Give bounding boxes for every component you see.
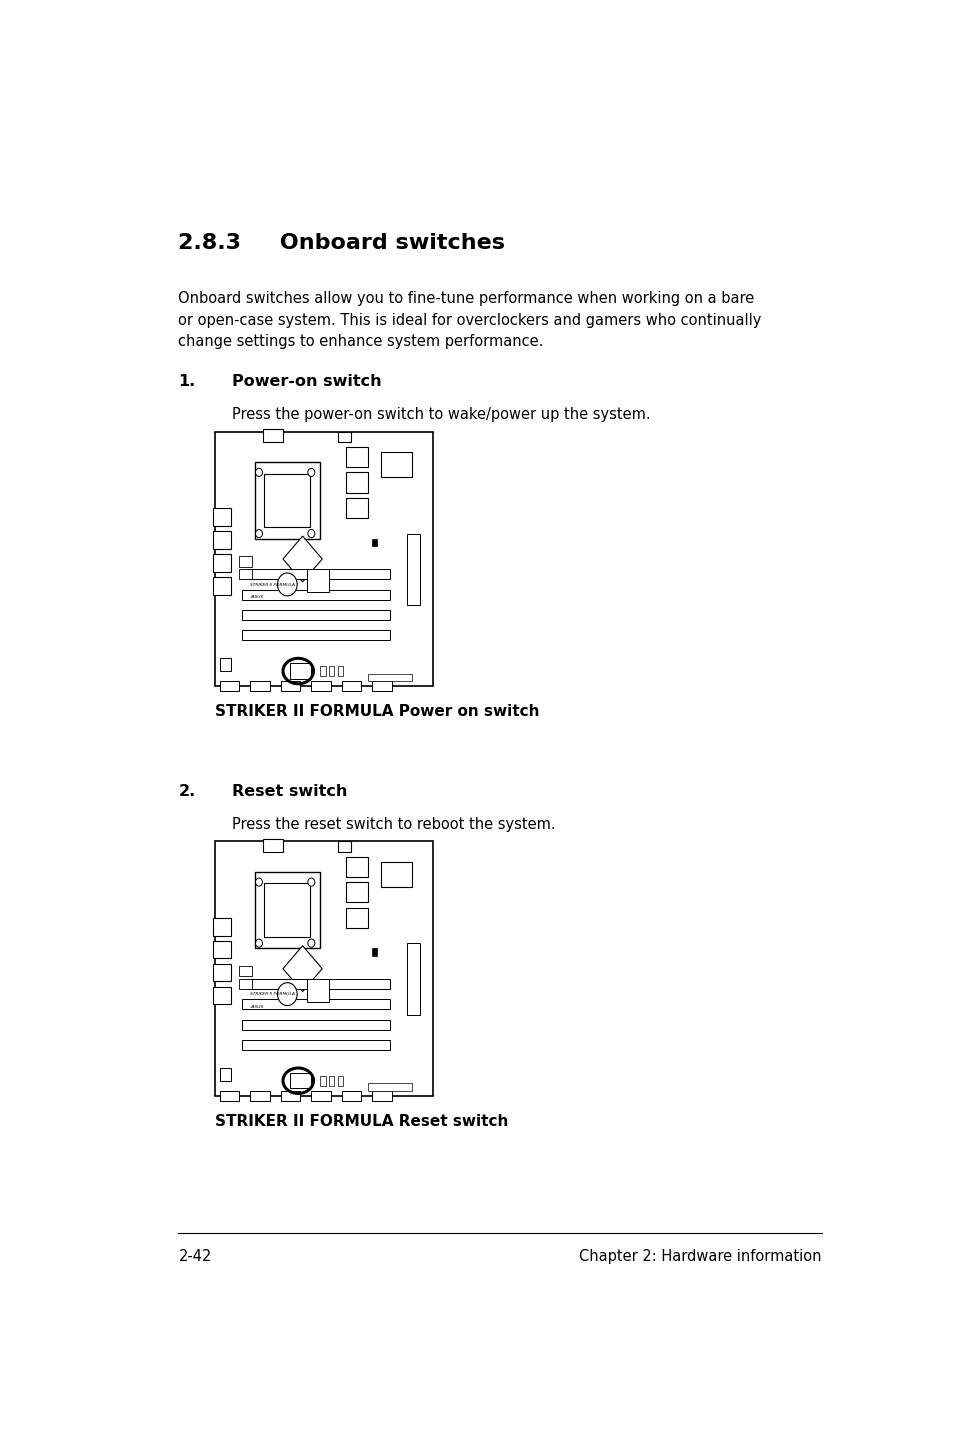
Bar	[372, 682, 392, 692]
Text: 1.: 1.	[178, 374, 195, 390]
Bar	[307, 569, 329, 592]
Bar	[263, 838, 283, 851]
Bar	[319, 666, 325, 676]
Bar	[381, 861, 412, 887]
Text: STRIKER II FORMULA Reset switch: STRIKER II FORMULA Reset switch	[215, 1114, 508, 1129]
Bar	[254, 462, 319, 539]
Bar	[241, 979, 390, 989]
Text: Reset switch: Reset switch	[232, 784, 347, 798]
Ellipse shape	[255, 879, 262, 886]
Bar	[241, 569, 390, 580]
Polygon shape	[283, 946, 322, 992]
Text: 2.8.3     Onboard switches: 2.8.3 Onboard switches	[178, 233, 505, 253]
Bar	[346, 473, 368, 493]
Bar	[215, 841, 433, 1096]
Ellipse shape	[277, 982, 296, 1005]
Bar	[239, 979, 253, 989]
Bar	[329, 666, 334, 676]
Ellipse shape	[255, 939, 262, 948]
Bar	[213, 940, 231, 959]
Bar	[213, 508, 231, 526]
Bar	[372, 539, 376, 546]
Ellipse shape	[277, 572, 296, 595]
Text: STRIKER II FORMULA: STRIKER II FORMULA	[250, 992, 294, 997]
Bar	[372, 1091, 392, 1102]
Bar	[341, 682, 361, 692]
Text: 2-42: 2-42	[178, 1248, 212, 1264]
Bar	[346, 498, 368, 518]
Bar	[311, 682, 331, 692]
Bar	[307, 979, 329, 1002]
Bar	[264, 473, 310, 528]
Ellipse shape	[255, 469, 262, 476]
Bar	[289, 663, 311, 679]
Bar	[241, 999, 390, 1009]
Text: Press the power-on switch to wake/power up the system.: Press the power-on switch to wake/power …	[232, 407, 650, 423]
Ellipse shape	[308, 879, 314, 886]
Bar	[329, 1076, 334, 1086]
Bar	[241, 590, 390, 600]
Bar	[219, 1091, 239, 1102]
Ellipse shape	[308, 939, 314, 948]
Bar	[337, 841, 350, 851]
Bar	[280, 1091, 300, 1102]
Text: 2.: 2.	[178, 784, 195, 798]
Bar	[372, 948, 376, 956]
Bar	[368, 1083, 412, 1091]
Ellipse shape	[255, 529, 262, 538]
Bar	[407, 943, 420, 1015]
Bar	[254, 871, 319, 948]
Text: Chapter 2: Hardware information: Chapter 2: Hardware information	[578, 1248, 821, 1264]
Bar	[213, 531, 231, 549]
Text: Press the reset switch to reboot the system.: Press the reset switch to reboot the sys…	[232, 817, 555, 833]
Ellipse shape	[308, 469, 314, 476]
Bar	[213, 554, 231, 572]
Bar	[239, 557, 253, 567]
Bar	[250, 1091, 270, 1102]
Bar	[337, 666, 342, 676]
Ellipse shape	[308, 529, 314, 538]
Bar	[213, 986, 231, 1004]
Bar	[346, 881, 368, 903]
Bar	[241, 630, 390, 640]
Bar	[346, 857, 368, 877]
Bar	[241, 610, 390, 620]
Bar	[381, 452, 412, 477]
Bar	[239, 569, 253, 580]
Bar	[263, 429, 283, 441]
Text: Power-on switch: Power-on switch	[232, 374, 381, 390]
Bar	[241, 1020, 390, 1030]
Text: /ASUS: /ASUS	[250, 1005, 263, 1009]
Bar	[407, 533, 420, 605]
Bar	[337, 431, 350, 441]
Bar	[213, 577, 231, 595]
Polygon shape	[283, 536, 322, 582]
Bar	[219, 659, 231, 672]
Bar	[368, 673, 412, 682]
Bar	[213, 963, 231, 981]
Bar	[319, 1076, 325, 1086]
Bar	[289, 1073, 311, 1089]
Bar	[337, 1076, 342, 1086]
Text: Onboard switches allow you to fine-tune performance when working on a bare
or op: Onboard switches allow you to fine-tune …	[178, 290, 761, 349]
Bar	[311, 1091, 331, 1102]
Bar	[219, 682, 239, 692]
Bar	[239, 966, 253, 976]
Bar	[241, 1040, 390, 1050]
Bar	[215, 431, 433, 686]
Text: STRIKER II FORMULA: STRIKER II FORMULA	[250, 582, 294, 587]
Text: STRIKER II FORMULA Power on switch: STRIKER II FORMULA Power on switch	[215, 705, 539, 719]
Bar	[213, 917, 231, 936]
Text: /ASUS: /ASUS	[250, 595, 263, 600]
Bar	[346, 907, 368, 928]
Bar	[341, 1091, 361, 1102]
Bar	[346, 447, 368, 467]
Bar	[219, 1068, 231, 1081]
Bar	[280, 682, 300, 692]
Bar	[250, 682, 270, 692]
Bar	[264, 883, 310, 936]
